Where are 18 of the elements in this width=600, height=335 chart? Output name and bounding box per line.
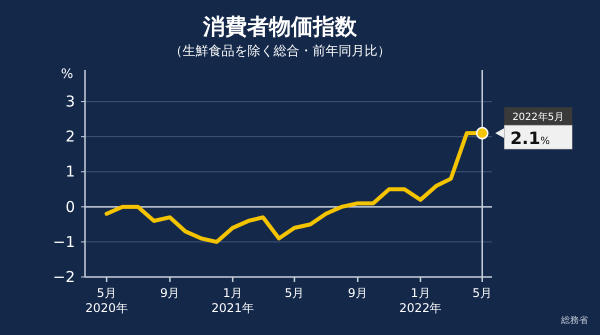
y-tick-label: 0 <box>65 198 75 216</box>
y-axis-title: % <box>60 67 74 82</box>
chart-title: 消費者物価指数 <box>202 15 358 40</box>
text: 総務省 <box>560 315 588 326</box>
x-tick-label: 5月 <box>284 286 304 300</box>
y-tick-label: 1 <box>65 162 75 181</box>
x-tick-label: 5月 2020年 <box>85 286 128 315</box>
y-tick-label: 3 <box>65 92 75 111</box>
x-tick-label: 5月 <box>472 286 492 300</box>
y-tick-label: 2 <box>65 128 75 146</box>
chart-subtitle: （生鮮食品を除く総合・前年同月比） <box>170 44 390 59</box>
x-tick-label: 1月 2021年 <box>211 286 254 315</box>
y-tick-label: −2 <box>52 268 75 286</box>
x-tick-label: 1月 2022年 <box>399 286 442 315</box>
annotation: 2022年5月 2.1% <box>510 111 564 150</box>
x-tick-label: 9月 <box>160 286 180 300</box>
x-tick-label: 9月 <box>348 286 368 300</box>
y-tick-label: −1 <box>52 232 75 251</box>
